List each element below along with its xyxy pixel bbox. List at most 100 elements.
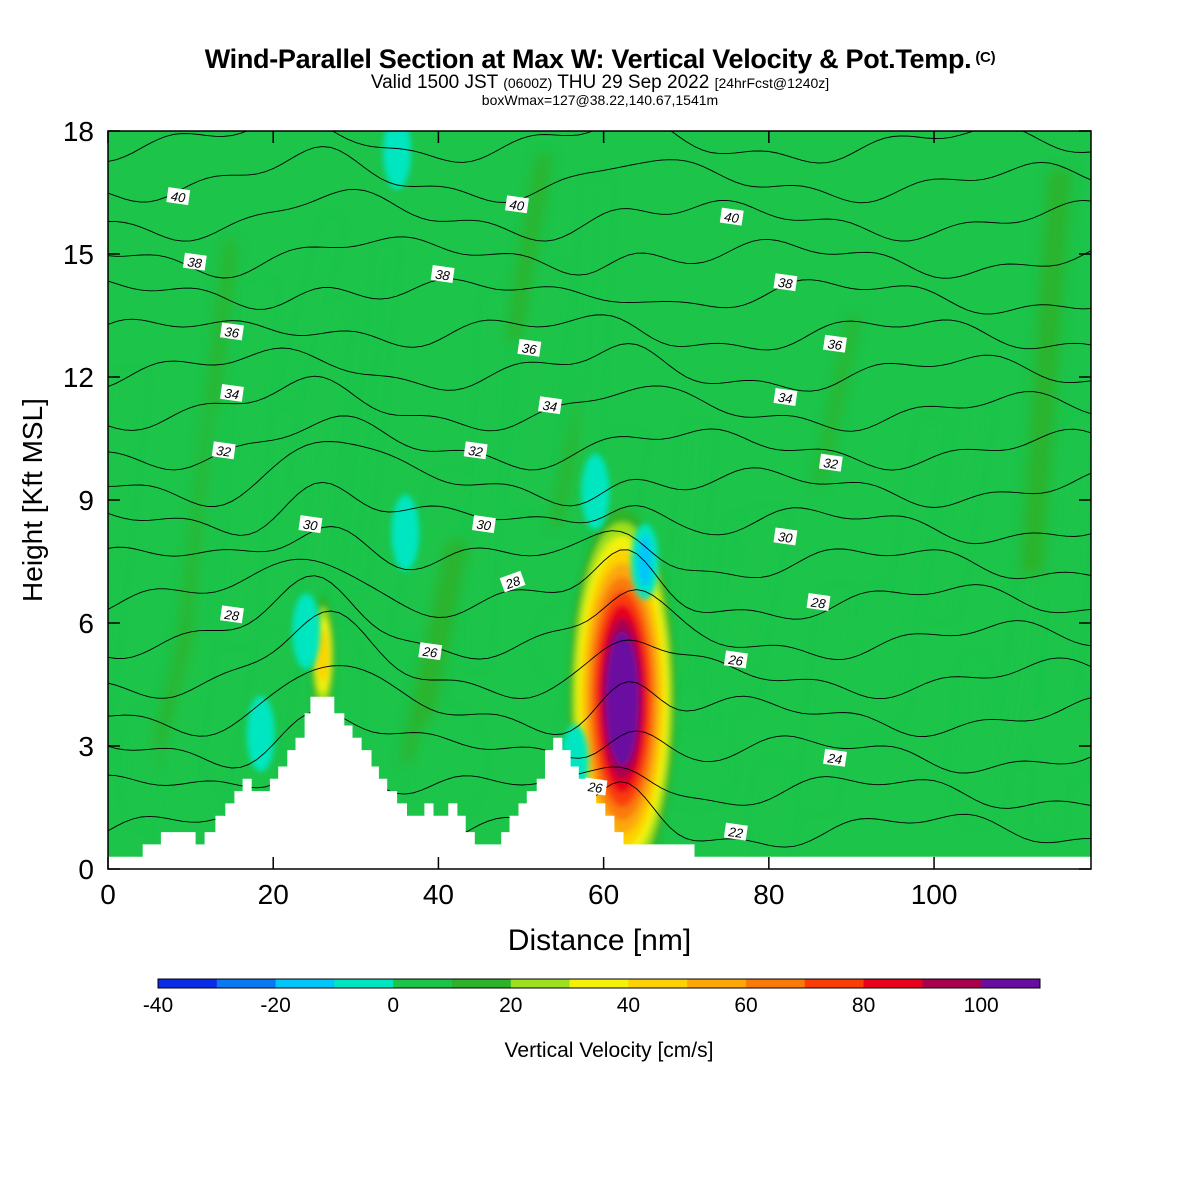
theta-contour xyxy=(108,665,1091,737)
field-streak xyxy=(398,477,467,627)
colorbar-tick-label: 80 xyxy=(852,994,875,1017)
contour-label-text: 40 xyxy=(170,189,187,206)
contour-label-bg xyxy=(538,396,562,415)
contour-label-text: 36 xyxy=(827,336,844,353)
colorbar-tick-label: 60 xyxy=(734,994,757,1017)
valid-date: THU 29 Sep 2022 xyxy=(557,72,710,93)
y-tick-label: 9 xyxy=(78,485,94,516)
theta-contour xyxy=(108,415,1091,471)
field-streak xyxy=(572,180,607,527)
contour-label-bg xyxy=(583,777,608,796)
field-blob xyxy=(413,712,479,814)
contour-label: 28 xyxy=(220,605,244,624)
downdraft-ring xyxy=(391,494,420,571)
contour-label-text: 22 xyxy=(727,824,745,841)
field-streak xyxy=(719,514,783,694)
contour-label-bg xyxy=(471,515,496,534)
contour-label-bg xyxy=(723,650,748,669)
contour-label-text: 24 xyxy=(826,750,843,767)
contour-label: 28 xyxy=(806,593,831,612)
contour-label-bg xyxy=(499,570,526,593)
field-streak xyxy=(931,413,987,614)
downdraft-ring xyxy=(581,453,610,530)
contour-label: 28 xyxy=(499,570,526,593)
contour-label-text: 32 xyxy=(823,455,840,472)
contour-label-bg xyxy=(220,383,244,402)
contour-label-text: 36 xyxy=(521,340,538,357)
colorbar-swatch xyxy=(804,979,865,988)
forecast-info: [24hrFcst@1240z] xyxy=(714,75,830,91)
colorbar-tick-label: 0 xyxy=(387,994,399,1017)
contour-label-text: 28 xyxy=(809,594,827,611)
contour-label-text: 34 xyxy=(777,390,793,407)
contour-label-text: 32 xyxy=(467,443,484,460)
contour-label-bg xyxy=(430,265,455,283)
field-streak xyxy=(307,372,342,604)
colorbar: -40 -20 0 20 40 60 80 100 Vertical Velocity [cm/… xyxy=(143,978,1041,1062)
field-blob xyxy=(666,734,728,801)
contour-label-bg xyxy=(298,515,323,534)
updraft-ring xyxy=(610,645,635,753)
x-tick-label: 80 xyxy=(753,879,784,910)
colorbar-swatch xyxy=(569,979,629,988)
colorbar-swatch xyxy=(746,979,806,988)
contour-label: 38 xyxy=(430,265,455,284)
chart-title: Wind-Parallel Section at Max W: Vertical… xyxy=(0,44,1200,75)
theta-contour xyxy=(108,575,1091,660)
contour-label-bg xyxy=(823,334,847,353)
contour-label-text: 32 xyxy=(215,443,232,460)
contour-label: 26 xyxy=(723,650,748,669)
contour-label: 40 xyxy=(719,207,744,226)
contour-label: 40 xyxy=(166,187,191,206)
contour-label: 34 xyxy=(220,383,244,402)
contour-label: 36 xyxy=(220,322,244,341)
colorbar-swatch xyxy=(216,979,277,988)
field-streak xyxy=(470,298,501,664)
contour-label-bg xyxy=(211,441,236,460)
contour-label-text: 38 xyxy=(186,254,203,271)
contour-label-text: 36 xyxy=(224,324,241,341)
field-blob xyxy=(823,643,869,734)
field-streak xyxy=(283,221,338,400)
contour-label-bg xyxy=(773,388,798,406)
downdraft-cell xyxy=(581,453,610,530)
contour-label: 36 xyxy=(823,334,847,353)
field-streak xyxy=(176,241,237,659)
theta-contour xyxy=(108,610,1091,700)
contour-label-bg xyxy=(818,453,843,472)
contour-label: 24 xyxy=(823,748,847,767)
contour-label-bg xyxy=(719,207,744,226)
y-tick-label: 0 xyxy=(78,854,94,885)
x-axis-label: Distance [nm] xyxy=(508,924,691,957)
contour-label-text: 40 xyxy=(723,209,740,226)
colorbar-swatch xyxy=(628,979,688,988)
downdraft-ring xyxy=(246,695,275,772)
field-streak xyxy=(108,377,141,669)
contour-label-text: 30 xyxy=(777,529,794,546)
contour-label-bg xyxy=(773,527,798,546)
contour-label: 40 xyxy=(505,195,529,214)
x-tick-label: 100 xyxy=(911,879,958,910)
colorbar-tick-label: -40 xyxy=(143,994,173,1017)
field-blob xyxy=(956,706,1002,820)
theta-contour xyxy=(108,314,1091,351)
field-streak xyxy=(296,305,349,481)
field-blob xyxy=(758,765,789,863)
theta-contour xyxy=(108,549,1091,620)
field-streak xyxy=(512,270,565,504)
contour-label: 32 xyxy=(211,441,236,460)
colorbar-swatch xyxy=(452,979,512,988)
contour-label: 26 xyxy=(583,777,608,796)
valid-time-utc: (0600Z) xyxy=(503,75,553,91)
contour-label-bg xyxy=(505,195,529,214)
contour-label-text: 30 xyxy=(476,517,493,534)
contour-label: 30 xyxy=(298,515,323,534)
x-tick-label: 0 xyxy=(100,879,116,910)
chart-title-main: Wind-Parallel Section at Max W: Vertical… xyxy=(204,44,972,74)
colorbar-tick-label: 100 xyxy=(964,994,999,1017)
theta-contour xyxy=(108,375,1091,432)
colorbar-swatch xyxy=(334,979,394,988)
theta-contour xyxy=(108,236,1091,279)
